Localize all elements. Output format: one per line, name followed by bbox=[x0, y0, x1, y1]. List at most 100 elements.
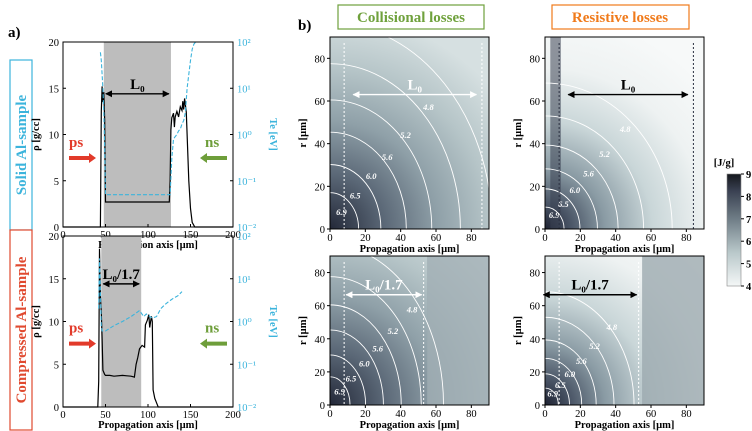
colorbar-tick: 7 bbox=[746, 215, 751, 226]
a-top-y2tick: 10⁻² bbox=[237, 223, 256, 234]
a-top-ytick: 0 bbox=[54, 223, 59, 234]
b-col-comp-ytick: 20 bbox=[315, 368, 326, 379]
b-col-solid-contour-label: 5.6 bbox=[382, 152, 393, 162]
b-res-comp-frame bbox=[544, 255, 705, 406]
b-col-comp-contour-label: 6.0 bbox=[359, 358, 370, 368]
b-col-comp-contour-label: 5.6 bbox=[372, 343, 383, 353]
b-res-solid-ytick: 80 bbox=[530, 54, 541, 65]
b-col-comp-xtick: 20 bbox=[360, 409, 371, 420]
b-col-solid-contour bbox=[330, 99, 433, 229]
b-res-solid-xtick: 40 bbox=[610, 233, 621, 244]
a-bottom-xtick: 0 bbox=[60, 410, 65, 421]
a-bottom-xlabel: Propagation axis [µm] bbox=[98, 420, 198, 431]
b-res-solid-xtick: 80 bbox=[681, 233, 692, 244]
b-col-comp-contour-label: 4.8 bbox=[406, 305, 418, 315]
b-res-comp-xlabel: Propagation axis [µm] bbox=[575, 420, 675, 431]
b-res-solid-contour bbox=[545, 144, 619, 229]
b-col-solid-contour-label: 5.2 bbox=[400, 130, 411, 140]
a-top-y2tick: 10¹ bbox=[237, 84, 251, 95]
a-bottom-y2label: Te [eV] bbox=[267, 305, 278, 338]
a-bottom-y2tick: 10⁻² bbox=[237, 403, 256, 414]
b-res-solid-contour-label: 5.6 bbox=[583, 168, 594, 178]
b-res-solid-contour bbox=[545, 168, 598, 229]
a-top-ns-arrow bbox=[200, 153, 227, 163]
colorbar bbox=[726, 173, 742, 287]
b-col-comp-span-label: L₀/1.7 bbox=[365, 278, 403, 294]
b-col-solid-ytick: 60 bbox=[315, 97, 326, 108]
row-label-compressed: Compressed Al-sample bbox=[14, 256, 30, 403]
b-res-comp-span-label: L₀/1.7 bbox=[571, 278, 609, 294]
a-top-ns-label: ns bbox=[205, 135, 219, 151]
a-top-y2tick: 10² bbox=[237, 38, 251, 49]
a-top-ylabel: ρ [g/cc] bbox=[31, 118, 42, 151]
b-res-solid-ytick: 20 bbox=[530, 182, 541, 193]
b-col-comp-xtick: 40 bbox=[395, 409, 406, 420]
b-res-solid-contour-label: 5.2 bbox=[599, 149, 610, 159]
colorbar-label: [J/g] bbox=[714, 158, 734, 169]
a-top-xlabel: Propagation axis [µm] bbox=[98, 240, 198, 251]
b-col-solid-ylabel: r [µm] bbox=[298, 119, 309, 148]
b-res-solid-contour bbox=[545, 188, 581, 229]
b-res-comp-plot: 6.96.56.05.65.2 4.8 0 20 40 60 80 0 20 40 60 80 Prop… bbox=[513, 255, 705, 431]
b-col-solid-xtick: 60 bbox=[431, 233, 442, 244]
b-res-solid-plot: 6.96.56.05.6 5.2 4.8 0 20 40 60 80 0 20 40 60 80 Prop… bbox=[513, 36, 705, 255]
b-res-solid-xtick: 0 bbox=[542, 233, 547, 244]
b-res-solid-ytick: 60 bbox=[530, 97, 541, 108]
b-col-solid-contour-label: 6.5 bbox=[350, 191, 361, 201]
b-res-comp-xtick: 0 bbox=[542, 409, 547, 420]
a-bottom-y2tick: 10¹ bbox=[237, 275, 251, 286]
b-col-solid-ytick: 20 bbox=[315, 182, 326, 193]
b-res-comp-contour-label: 4.8 bbox=[605, 322, 617, 332]
a-bottom-ytick: 20 bbox=[49, 232, 60, 243]
b-res-comp-contour bbox=[545, 339, 597, 405]
colorbar-tick: 9 bbox=[746, 170, 751, 181]
a-bottom-xtick: 50 bbox=[100, 410, 111, 421]
b-col-comp-ytick: 80 bbox=[315, 269, 326, 280]
a-top-ytick: 5 bbox=[54, 177, 59, 188]
row-label-solid: Solid Al-sample bbox=[14, 94, 30, 195]
b-res-solid-contour bbox=[545, 206, 565, 229]
a-bottom-span-label: L₀/1.7 bbox=[103, 267, 141, 283]
b-res-comp-contour bbox=[545, 373, 570, 405]
b-col-comp-contour-label: 5.2 bbox=[388, 326, 399, 336]
b-res-solid-xtick: 60 bbox=[646, 233, 657, 244]
a-top-y2tick: 10⁰ bbox=[237, 131, 252, 142]
a-bottom-xtick: 150 bbox=[183, 410, 199, 421]
b-col-comp-ytick: 40 bbox=[315, 335, 326, 346]
b-col-comp-xtick: 0 bbox=[327, 409, 332, 420]
b-res-solid-contour bbox=[545, 115, 645, 229]
a-bottom-te-series bbox=[98, 258, 183, 332]
a-top-te-series bbox=[99, 41, 197, 196]
a-top-ytick: 15 bbox=[49, 84, 60, 95]
b-res-comp-contour-label: 5.2 bbox=[589, 341, 600, 351]
a-bottom-ylabel: ρ [g/cc] bbox=[31, 305, 42, 338]
b-col-solid-plot: 6.96.5 6.0 5.6 5.2 4.8 0 20 40 60 80 0 20 40 60 80 Prop… bbox=[298, 36, 490, 255]
b-res-solid-ytick: 40 bbox=[530, 140, 541, 151]
b-res-solid-span-label: L₀ bbox=[621, 78, 636, 94]
panel-label-b: b) bbox=[298, 18, 311, 34]
colorbar-tick: 6 bbox=[746, 237, 751, 248]
a-bottom-xtick: 100 bbox=[140, 410, 156, 421]
b-res-solid-frame bbox=[544, 36, 705, 230]
b-col-comp-contour bbox=[330, 376, 351, 405]
a-bottom-plot: 0 50 100 150 200 0 5 10 15 20 10⁻² 10⁻¹ 10⁰ 10¹ 10² Pro… bbox=[31, 232, 278, 431]
b-col-comp-contour-label: 6.5 bbox=[346, 373, 357, 383]
b-res-comp-xtick: 60 bbox=[646, 409, 657, 420]
b-col-solid-xtick: 0 bbox=[327, 233, 332, 244]
b-col-solid-contour-label: 6.9 bbox=[336, 207, 347, 217]
b-col-comp-contour bbox=[330, 276, 422, 405]
a-bottom-ytick: 0 bbox=[54, 403, 59, 414]
b-res-comp-contour bbox=[545, 357, 583, 405]
a-bottom-ps-label: ps bbox=[69, 321, 83, 337]
b-res-solid-ytick: 0 bbox=[535, 225, 540, 236]
a-bottom-ytick: 10 bbox=[49, 318, 60, 329]
b-col-comp-xtick: 80 bbox=[466, 409, 477, 420]
b-res-comp-ytick: 80 bbox=[530, 269, 541, 280]
b-res-solid-contour-label: 6.5 bbox=[558, 199, 569, 209]
b-res-comp-contour bbox=[545, 316, 615, 405]
b-res-comp-xtick: 40 bbox=[610, 409, 621, 420]
colorbar-tick: 8 bbox=[746, 192, 751, 203]
a-bottom-ytick: 15 bbox=[49, 275, 60, 286]
b-col-solid-contour-label: 4.8 bbox=[422, 102, 434, 112]
